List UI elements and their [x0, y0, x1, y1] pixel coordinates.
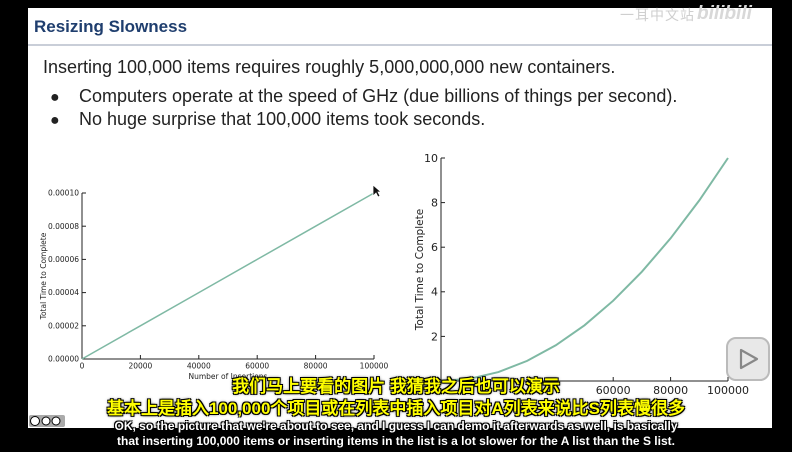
y-tick-label: 2: [431, 330, 438, 343]
subtitle-en-line1: OK, so the picture that we're about to s…: [114, 419, 678, 433]
bullet-glyph: ●: [50, 112, 60, 129]
creative-commons-icon: [29, 415, 65, 427]
mouse-pointer-icon: [372, 184, 382, 198]
x-axis-label: Number of Insertions: [189, 372, 268, 381]
x-tick-label: 60000: [596, 384, 631, 397]
x-tick-label: 100000: [360, 362, 389, 371]
y-tick-label: 4: [431, 286, 438, 299]
y-tick-label: 0.00004: [48, 288, 79, 297]
y-axis-label: Total Time to Complete: [39, 232, 48, 320]
bullet-glyph: ●: [50, 89, 60, 106]
series-line: [440, 157, 729, 382]
bullet-item: ● No huge surprise that 100,000 items too…: [50, 108, 677, 131]
x-tick-label: 80000: [653, 384, 688, 397]
slide-main-text: Inserting 100,000 items requires roughly…: [43, 57, 616, 77]
y-tick-label: 0.00006: [48, 255, 79, 264]
y-tick-label: 0.00010: [48, 189, 79, 198]
y-tick-label: 8: [431, 196, 438, 209]
bullet-item: ● Computers operate at the speed of GHz (…: [50, 85, 677, 108]
x-tick-label: 20000: [128, 362, 152, 371]
subtitle-zh-line1: 我们马上要看的图片 我猜我之后也可以演示: [232, 377, 560, 396]
title-divider: [28, 44, 772, 46]
bilibili-logo: bilibili: [697, 3, 752, 24]
play-button[interactable]: [726, 337, 770, 381]
bullet-text: Computers operate at the speed of GHz (d…: [79, 86, 678, 106]
x-tick-label: 60000: [245, 362, 269, 371]
watermark: 一耳中文站: [620, 7, 695, 23]
x-tick-label: 40000: [187, 362, 211, 371]
bullet-text: No huge surprise that 100,000 items took…: [79, 109, 486, 129]
x-tick-label: 0: [80, 362, 85, 371]
bullet-list: ● Computers operate at the speed of GHz (…: [50, 85, 677, 131]
slide-title: Resizing Slowness: [34, 17, 188, 36]
slide: Resizing Slowness Inserting 100,000 item…: [28, 8, 772, 428]
y-tick-label: 0.00008: [48, 222, 79, 231]
subtitle-zh-line2: 基本上是插入100,000个项目或在列表中插入项目对A列表来说比S列表慢很多: [106, 399, 686, 418]
y-axis-label: Total Time to Complete: [414, 209, 426, 331]
x-tick-label: 80000: [304, 362, 328, 371]
x-tick-label: 100000: [707, 384, 749, 397]
play-icon: [739, 348, 759, 370]
series-line: [81, 192, 375, 360]
y-tick-label: 0.00002: [48, 321, 79, 330]
linear-time-chart: 0.00000 0.00002 0.00004 0.00006 0.00008 0.000…: [39, 189, 389, 381]
y-tick-label: 10: [424, 152, 438, 165]
y-tick-label: 6: [431, 241, 438, 254]
y-tick-label: 0.00000: [48, 355, 79, 364]
subtitle-en-line2: that inserting 100,000 items or insertin…: [117, 434, 675, 448]
